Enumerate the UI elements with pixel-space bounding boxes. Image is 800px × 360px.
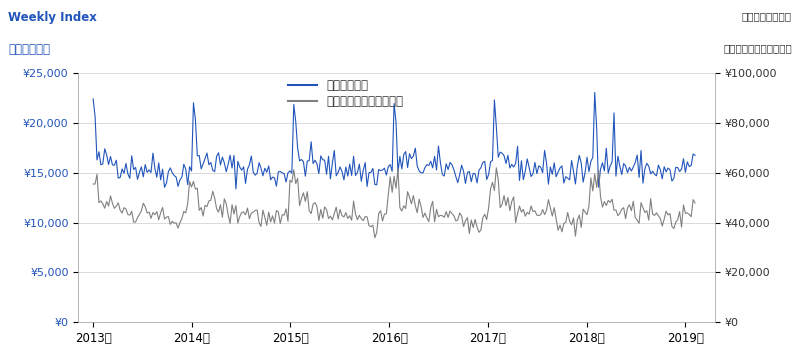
Text: Weekly Index: Weekly Index — [8, 11, 97, 24]
Legend: 個人消費金額, 二人以上世帯の消費支出: 個人消費金額, 二人以上世帯の消費支出 — [283, 74, 408, 113]
Text: 二人以上世帯の消費支出: 二人以上世帯の消費支出 — [723, 43, 792, 53]
Text: 個人消費金額: 個人消費金額 — [8, 43, 50, 56]
Text: 総務省・家計調査: 総務省・家計調査 — [742, 11, 792, 21]
